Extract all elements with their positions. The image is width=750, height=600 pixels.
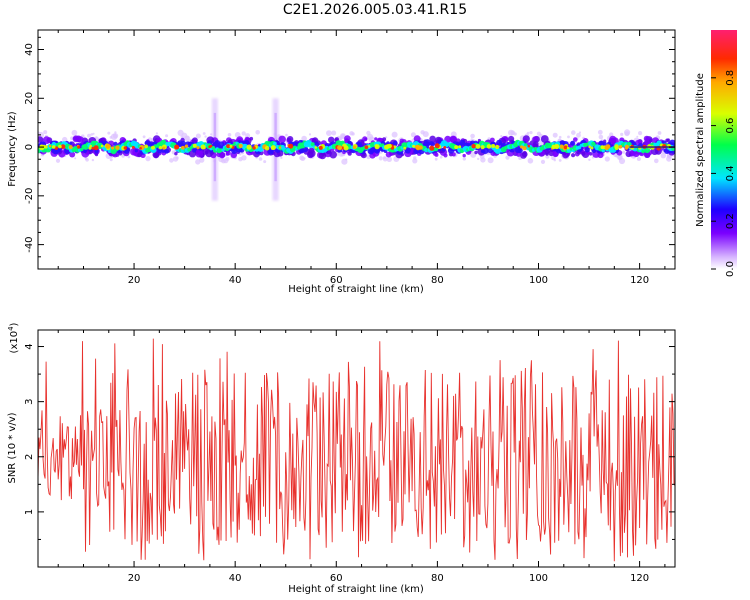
heatmap-xlabel: Height of straight line (km): [288, 284, 424, 295]
heatmap-y-tick-label: 40: [24, 43, 35, 56]
snr-y-tick-label: 3: [24, 398, 35, 404]
heatmap-x-tick-label: 80: [431, 275, 444, 286]
heatmap-x-tick-label: 20: [128, 275, 141, 286]
heatmap-chart: 20 40 60 80 100 120 -40 -20 0 20 40 Height of stra…: [7, 29, 737, 295]
snr-line-chart: 20 40 60 80 100 120 1 2 3 4 Height of straight li…: [7, 322, 676, 595]
heatmap-y-tick-label: -40: [24, 236, 35, 252]
heatmap-band: [38, 98, 675, 201]
snr-x-tick-label: 40: [229, 573, 242, 584]
colorbar-tick-label: 0.2: [725, 213, 736, 229]
colorbar-tick-label: 0.4: [725, 165, 736, 181]
heatmap-x-tick-label: 100: [529, 275, 548, 286]
colorbar-tick-label: 0.0: [725, 261, 736, 277]
snr-x-tick-label: 60: [330, 573, 343, 584]
snr-series-line: [38, 338, 675, 562]
snr-xlabel: Height of straight line (km): [288, 584, 424, 595]
heatmap-x-tick-label: 120: [630, 275, 649, 286]
heatmap-y-tick-label: -20: [24, 188, 35, 204]
snr-x-tick-label: 120: [630, 573, 649, 584]
snr-frame: [37, 329, 676, 568]
snr-y-tick-label: 2: [24, 454, 35, 460]
heatmap-ylabel: Frequency (Hz): [7, 111, 18, 187]
snr-x-tick-label: 20: [128, 573, 141, 584]
colorbar-tick-label: 0.8: [725, 70, 736, 86]
snr-multiplier: (x104): [7, 322, 20, 353]
heatmap-y-tick-label: 0: [24, 144, 35, 150]
heatmap-frame: [37, 29, 676, 270]
colorbar-label: Normalized spectral amplitude: [695, 73, 706, 227]
snr-x-tick-label: 100: [529, 573, 548, 584]
colorbar-tick-label: 0.6: [725, 118, 736, 134]
heatmap-x-tick-label: 40: [229, 275, 242, 286]
colorbar: [711, 30, 737, 269]
snr-x-tick-label: 80: [431, 573, 444, 584]
snr-y-tick-label: 1: [24, 509, 35, 515]
heatmap-x-tick-label: 60: [330, 275, 343, 286]
snr-ylabel: SNR (10 * v/v): [7, 412, 18, 483]
snr-y-tick-label: 4: [24, 343, 35, 349]
figure-title: C2E1.2026.005.03.41.R15: [282, 2, 468, 18]
heatmap-y-tick-label: 20: [24, 92, 35, 105]
